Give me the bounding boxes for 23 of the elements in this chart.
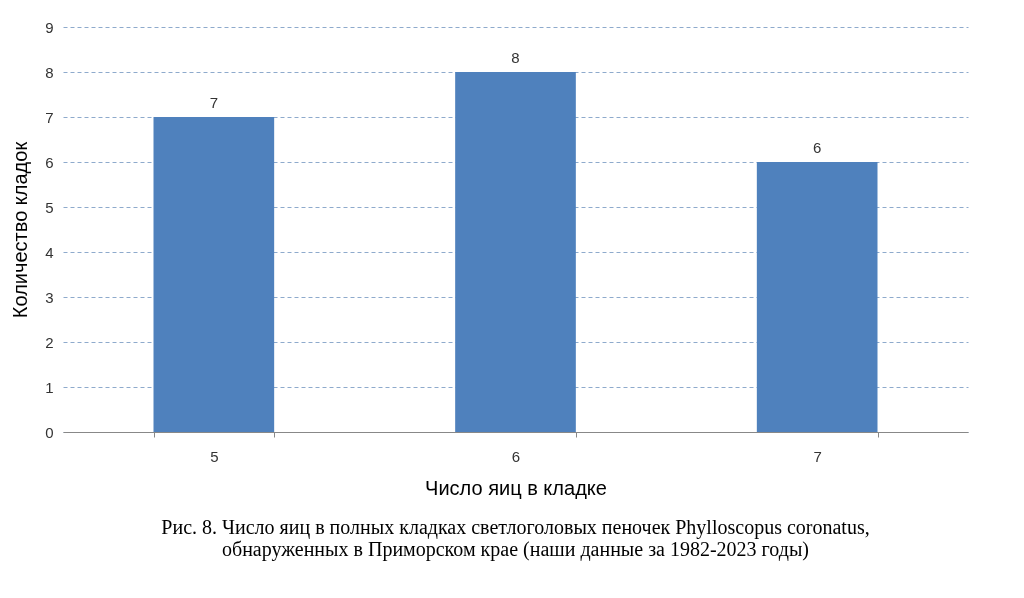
y-tick-label: 0 [45,423,54,441]
y-tick-label: 7 [45,108,54,126]
bar [455,72,576,432]
y-tick-label: 5 [45,198,54,216]
data-label: 7 [209,94,219,111]
y-tick-label: 1 [45,378,54,396]
text: Рис. 8. Число яиц в полных кладках светлоголовых пеночек Phylloscopus coronatus, [161,516,870,539]
data-label: 6 [812,139,822,156]
y-tick-label: 9 [45,18,54,36]
x-tick-label: 7 [813,447,822,465]
x-tick-label: 5 [210,447,219,465]
bar [153,117,275,432]
x-tick-label: 6 [511,447,521,465]
y-tick-label: 4 [45,243,54,261]
data-label: 8 [511,49,520,66]
x-axis-title: Число яиц в кладке [425,476,607,499]
text: обнаруженных в Приморском крае (наши данные за 1982-2023 годы) [221,538,810,561]
y-tick-label: 2 [45,333,54,351]
bar [756,162,878,432]
y-tick-label: 3 [45,288,54,306]
y-tick-label: 8 [45,63,54,81]
y-axis-title: Количество кладок [9,141,32,319]
y-tick-label: 6 [45,153,54,171]
